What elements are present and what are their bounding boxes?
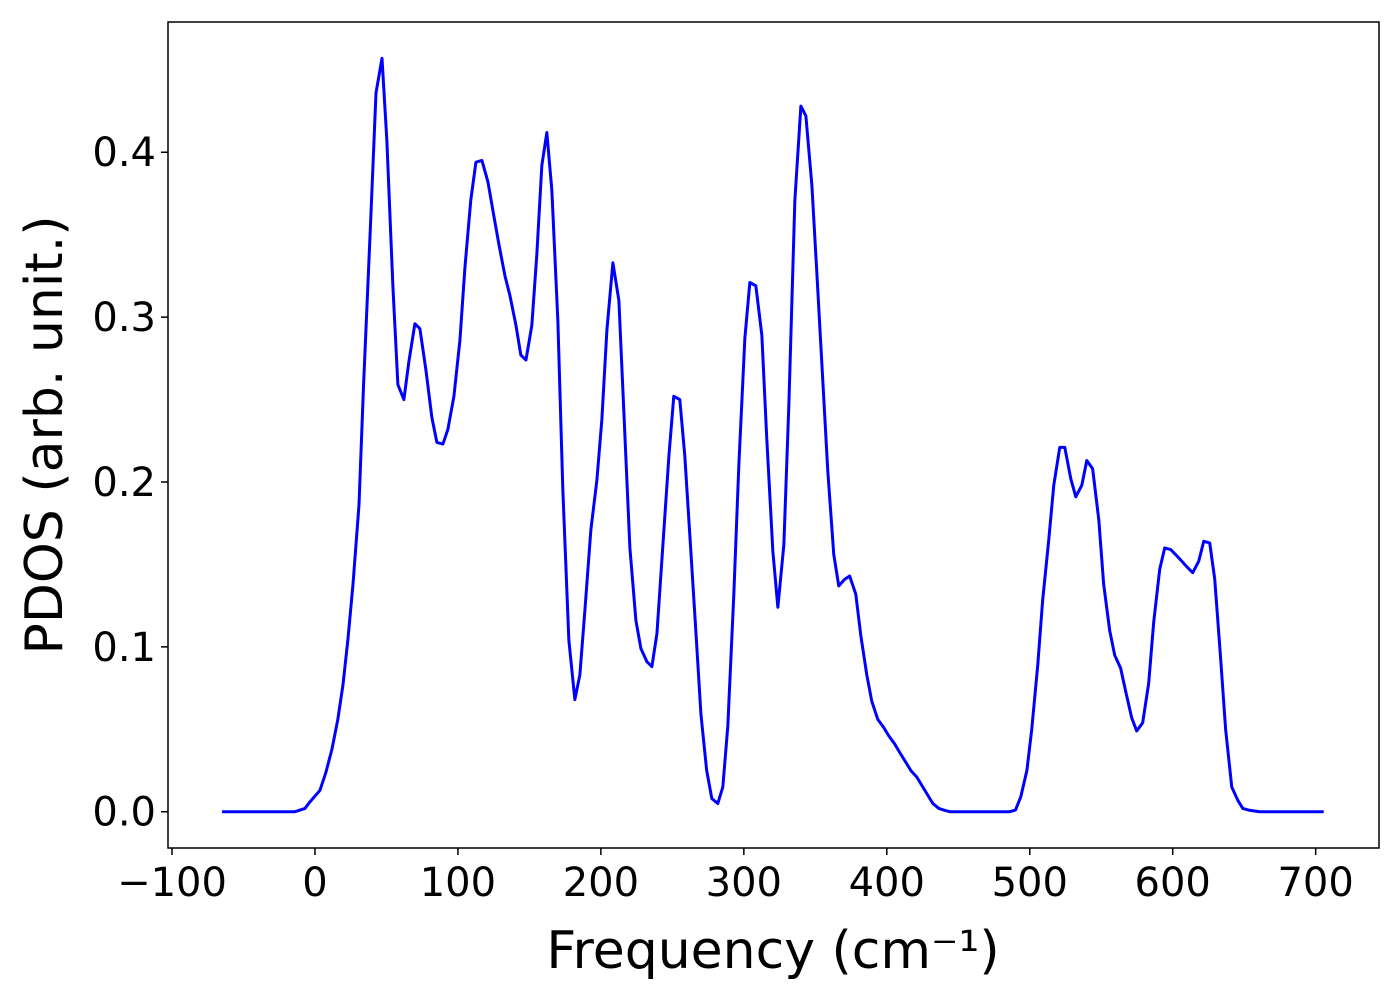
- plot-frame: [167, 21, 1380, 849]
- x-tick-label: 400: [849, 860, 925, 906]
- x-tick-label: 300: [706, 860, 782, 906]
- y-tick-label: 0.1: [92, 625, 156, 671]
- x-tick-label: −100: [117, 860, 227, 906]
- y-axis-label: PDOS (arb. unit.): [15, 215, 75, 654]
- x-tick-label: 500: [992, 860, 1068, 906]
- x-tick-label: 200: [563, 860, 639, 906]
- y-tick-label: 0.3: [92, 295, 156, 341]
- y-tick-label: 0.2: [92, 460, 156, 506]
- x-tick-label: 0: [302, 860, 327, 906]
- x-axis-label: Frequency (cm⁻¹): [546, 921, 999, 981]
- x-tick-label: 100: [420, 860, 496, 906]
- x-tick-label: 600: [1135, 860, 1211, 906]
- y-tick-label: 0.0: [92, 790, 156, 836]
- data-line: [222, 56, 1324, 814]
- y-tick-label: 0.4: [92, 130, 156, 176]
- x-tick-label: 700: [1277, 860, 1353, 906]
